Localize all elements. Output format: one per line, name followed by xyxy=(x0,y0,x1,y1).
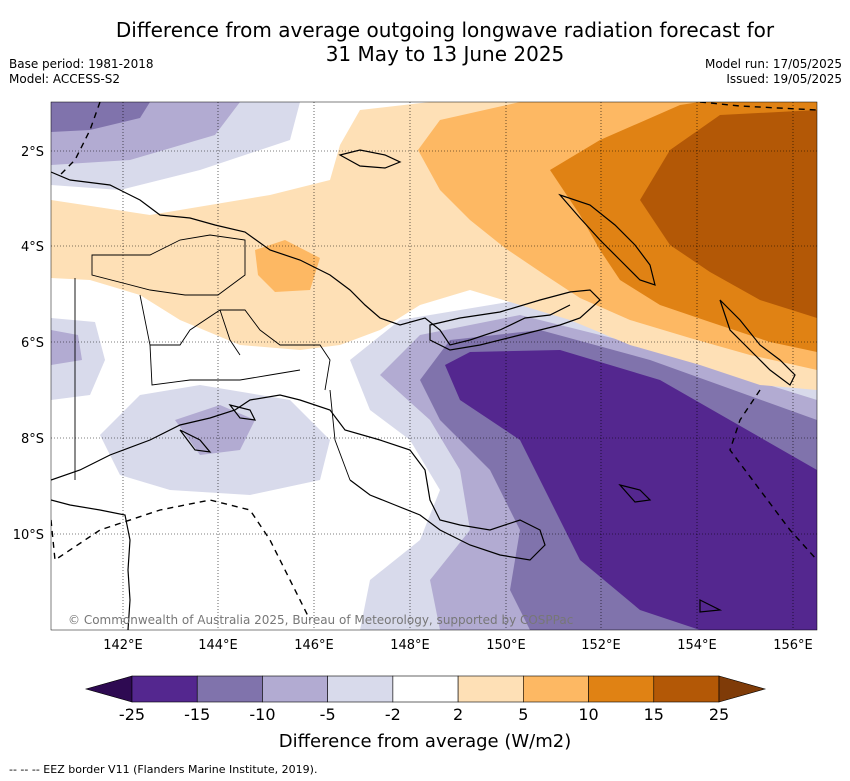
colorbar-bin xyxy=(131,675,198,703)
new-ireland xyxy=(558,193,656,286)
colorbar-tick-label: -2 xyxy=(384,705,401,724)
new-guinea-south-coast xyxy=(51,394,546,561)
run-info: Model run: 17/05/2025 Issued: 19/05/2025 xyxy=(705,57,842,87)
longitude-label: 142°E xyxy=(103,638,143,653)
colorbar-bin xyxy=(457,675,524,703)
colorbar-tick-label: 2 xyxy=(453,705,464,724)
colorbar-tick-label: -15 xyxy=(184,705,211,724)
colorbar-extend-max xyxy=(718,675,767,703)
map-title: Difference from average outgoing longwav… xyxy=(40,18,850,66)
torres-strait-islands xyxy=(179,403,257,453)
contour-neg-15-nw xyxy=(51,102,150,132)
solomon-islands xyxy=(618,483,723,613)
longitude-label: 146°E xyxy=(294,638,334,653)
title-line-1: Difference from average outgoing longwav… xyxy=(115,18,775,42)
longitude-labels: 142°E 144°E 146°E 148°E 150°E 152°E 154°E 156°E xyxy=(103,638,813,653)
model-name: Model: ACCESS-S2 xyxy=(9,72,121,86)
model-run-date: Model run: 17/05/2025 xyxy=(704,57,842,71)
longitude-label: 150°E xyxy=(486,638,526,653)
province-borders xyxy=(74,234,351,481)
title-line-2: 31 May to 13 June 2025 xyxy=(325,42,565,66)
colorbar-title: Difference from average (W/m2) xyxy=(278,731,572,752)
colorbar-bin xyxy=(196,675,263,703)
latitude-label: 4°S xyxy=(21,240,44,255)
contour-pos-15-band xyxy=(640,110,817,318)
contour-neg-south-inner xyxy=(175,405,255,455)
copyright-notice: © Commonwealth of Australia 2025, Bureau… xyxy=(68,613,574,627)
colorbar-bin xyxy=(588,675,655,703)
longitude-label: 152°E xyxy=(581,638,621,653)
eez-border xyxy=(51,102,817,621)
issued-date: Issued: 19/05/2025 xyxy=(726,72,842,86)
colorbar-bin xyxy=(523,675,589,703)
new-guinea-north-coast xyxy=(51,171,571,346)
longitude-label: 148°E xyxy=(390,638,430,653)
contour-neg-25-se xyxy=(445,350,817,630)
map-frame xyxy=(50,101,818,631)
colorbar-bin xyxy=(262,675,328,703)
eez-footnote: -- -- -- EEZ border V11 (Flanders Marine… xyxy=(9,763,318,776)
latitude-label: 8°S xyxy=(21,432,44,447)
contour-pos-5-west xyxy=(255,240,320,292)
colorbar-tick-label: 25 xyxy=(708,705,730,724)
australia-cape-york xyxy=(51,499,131,630)
coastlines xyxy=(51,149,796,630)
colorbar xyxy=(84,675,767,703)
new-britain xyxy=(429,289,601,351)
bougainville xyxy=(719,299,796,386)
longitude-label: 156°E xyxy=(773,638,813,653)
colorbar-tick-label: 10 xyxy=(578,705,599,724)
colorbar-bin xyxy=(392,675,459,703)
model-info: Base period: 1981-2018 Model: ACCESS-S2 xyxy=(9,57,154,87)
colorbar-bin xyxy=(653,675,720,703)
graticule xyxy=(51,102,817,630)
longitude-label: 144°E xyxy=(198,638,238,653)
anomaly-field xyxy=(51,102,817,630)
longitude-label: 154°E xyxy=(677,638,717,653)
colorbar-tick-label: -25 xyxy=(118,705,146,724)
latitude-label: 10°S xyxy=(13,528,44,543)
colorbar-bin xyxy=(327,675,394,703)
colorbar-tick-label: -5 xyxy=(319,705,336,724)
colorbar-tick-label: 15 xyxy=(643,705,664,724)
colorbar-tick-label: -10 xyxy=(249,705,276,724)
colorbar-extend-min xyxy=(84,675,133,703)
latitude-label: 6°S xyxy=(21,336,44,351)
manus-island xyxy=(338,149,402,169)
latitude-label: 2°S xyxy=(21,145,44,160)
contour-neg-west-inner xyxy=(51,330,82,365)
colorbar-tick-label: 5 xyxy=(518,705,529,724)
latitude-labels: 2°S 4°S 6°S 8°S 10°S xyxy=(13,145,44,543)
base-period: Base period: 1981-2018 xyxy=(9,57,154,71)
